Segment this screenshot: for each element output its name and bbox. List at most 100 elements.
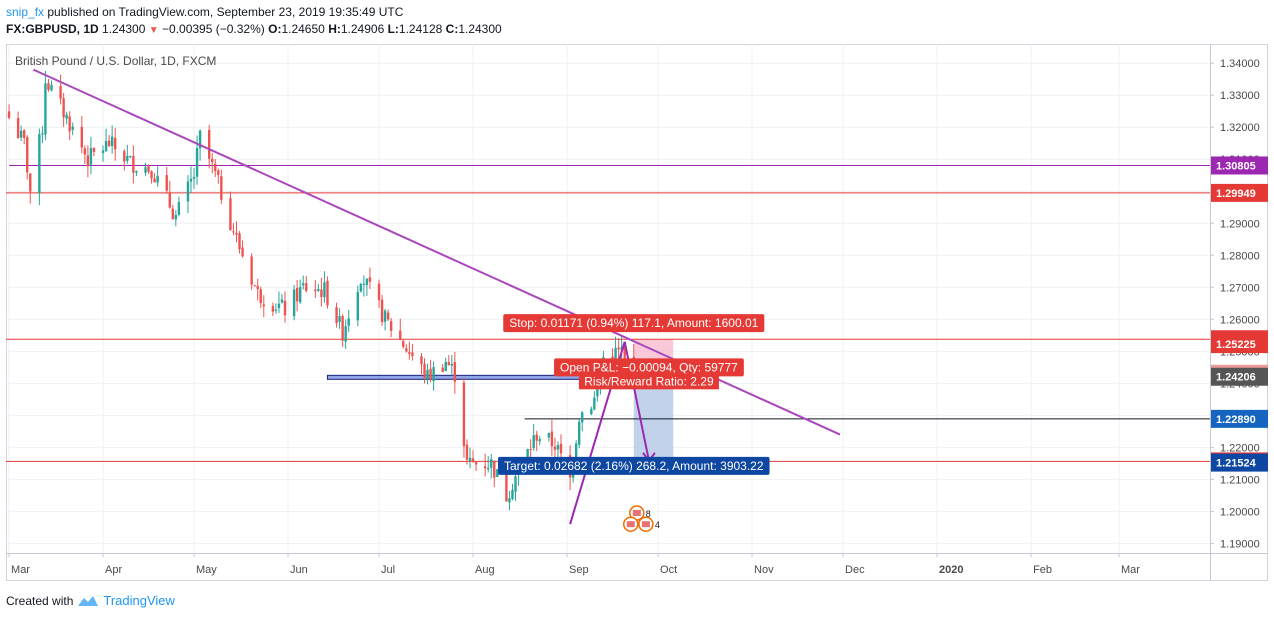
candle-body (365, 278, 369, 286)
candle-body (7, 111, 11, 118)
flag-stripes-icon (632, 509, 641, 516)
price-tick-label: 1.33000 (1220, 90, 1260, 102)
price-scale-badge (1211, 367, 1268, 386)
candle-body (71, 126, 74, 130)
symbol-info: FX:GBPUSD, 1D 1.24300 ▼ −0.00395 (−0.32%… (6, 22, 502, 36)
candle-body (238, 233, 241, 250)
candle-body (110, 136, 114, 147)
stop-label-bg (503, 314, 765, 333)
candle-body (429, 368, 432, 380)
time-tick-label: Apr (105, 564, 122, 576)
position-tool[interactable] (633, 339, 674, 463)
candle-body (341, 316, 344, 341)
symbol-name: FX:GBPUSD, 1D (6, 22, 99, 36)
time-axis[interactable]: Mar Apr May Jun Jul Aug Sep Oct Nov Dec 2020 Feb Mar (8, 553, 1140, 576)
candle-body (192, 176, 196, 179)
candle-body (292, 289, 296, 317)
candle-body (165, 175, 168, 191)
price-axis[interactable]: 1.340001.330001.320001.310001.300001.290… (1210, 58, 1268, 550)
candle-body (241, 247, 244, 257)
time-tick-label: Nov (754, 564, 774, 576)
candle-body (317, 289, 320, 291)
candle-body (153, 178, 156, 183)
candle-body (207, 129, 211, 159)
candle-body (514, 476, 517, 492)
candle-body (508, 498, 511, 503)
chart-frame (6, 44, 1268, 581)
candle-body (483, 466, 487, 469)
high-value: 1.24906 (340, 22, 385, 36)
candle-body (16, 118, 20, 138)
candle-body (426, 369, 429, 380)
candle-body (468, 457, 472, 461)
candle-body (347, 318, 350, 326)
position-labels: Stop: 0.01171 (0.94%) 117.1, Amount: 160… (498, 314, 770, 475)
price-change: −0.00395 (−0.32%) (162, 22, 265, 36)
candle-body (104, 140, 108, 152)
candle-body (581, 412, 584, 423)
price-scale-value: 1.24206 (1216, 372, 1256, 384)
candle-body (389, 321, 393, 331)
candle-body (211, 158, 214, 163)
candle-body (38, 134, 41, 193)
candle-body (450, 363, 454, 366)
candle-body (593, 397, 596, 410)
candle-body (556, 445, 560, 450)
economic-events[interactable]: 834 (622, 505, 660, 532)
candle-body (623, 345, 626, 359)
rr-label: Risk/Reward Ratio: 2.29 (584, 374, 714, 388)
candles (7, 70, 635, 511)
horizontal-levels (6, 164, 1210, 462)
candle-body (377, 283, 381, 301)
candle-body (368, 277, 372, 282)
trendlines[interactable] (32, 68, 841, 525)
time-tick-label: Jun (290, 564, 308, 576)
candle-body (614, 347, 617, 361)
candle-body (386, 312, 390, 320)
time-tick-label: May (196, 564, 217, 576)
candle-body (302, 283, 305, 286)
low-value: 1.24128 (398, 22, 443, 36)
candle-body (123, 151, 126, 162)
candle-body (92, 147, 96, 152)
candle-body (505, 469, 508, 502)
pnl-label: Open P&L: −0.00094, Qty: 59777 (560, 360, 738, 374)
candle-body (362, 283, 366, 285)
time-tick-label: Feb (1033, 564, 1052, 576)
candle-body (235, 233, 238, 235)
tradingview-brand[interactable]: TradingView (103, 593, 175, 608)
price-tick-label: 1.20000 (1220, 506, 1260, 518)
candle-body (89, 147, 93, 165)
candle-body (262, 304, 265, 307)
candle-body (232, 231, 235, 233)
author-link[interactable]: snip_fx (6, 5, 45, 19)
low-label: L: (387, 22, 399, 36)
candle-body (444, 361, 447, 372)
candle-body (83, 148, 87, 155)
target-label: Target: 0.02682 (2.16%) 268.2, Amount: 3… (504, 459, 764, 473)
candle-body (113, 138, 117, 150)
candle-body (359, 284, 363, 292)
candle-body (280, 299, 284, 303)
price-scale-value: 1.21524 (1216, 458, 1257, 470)
candle-body (399, 330, 402, 340)
candle-body (47, 83, 50, 90)
candle-body (344, 326, 347, 342)
rr-label-bg (578, 373, 719, 390)
candle-body (493, 460, 496, 478)
publish-info: snip_fx published on TradingView.com, Se… (6, 5, 403, 19)
time-tick-label: Oct (660, 564, 677, 576)
candle-body (259, 289, 262, 304)
candle-body (298, 287, 302, 303)
candle-body (195, 148, 199, 177)
flag-stripes-icon (641, 521, 650, 528)
flag-stripes-icon (626, 521, 635, 528)
candle-body (44, 83, 47, 135)
target-label-bg (498, 456, 770, 475)
price-tick-label: 1.28000 (1220, 250, 1260, 262)
price-scale-badge (1211, 409, 1268, 428)
candle-body (553, 446, 557, 450)
candle-body (277, 303, 281, 309)
candle-body (26, 137, 29, 173)
